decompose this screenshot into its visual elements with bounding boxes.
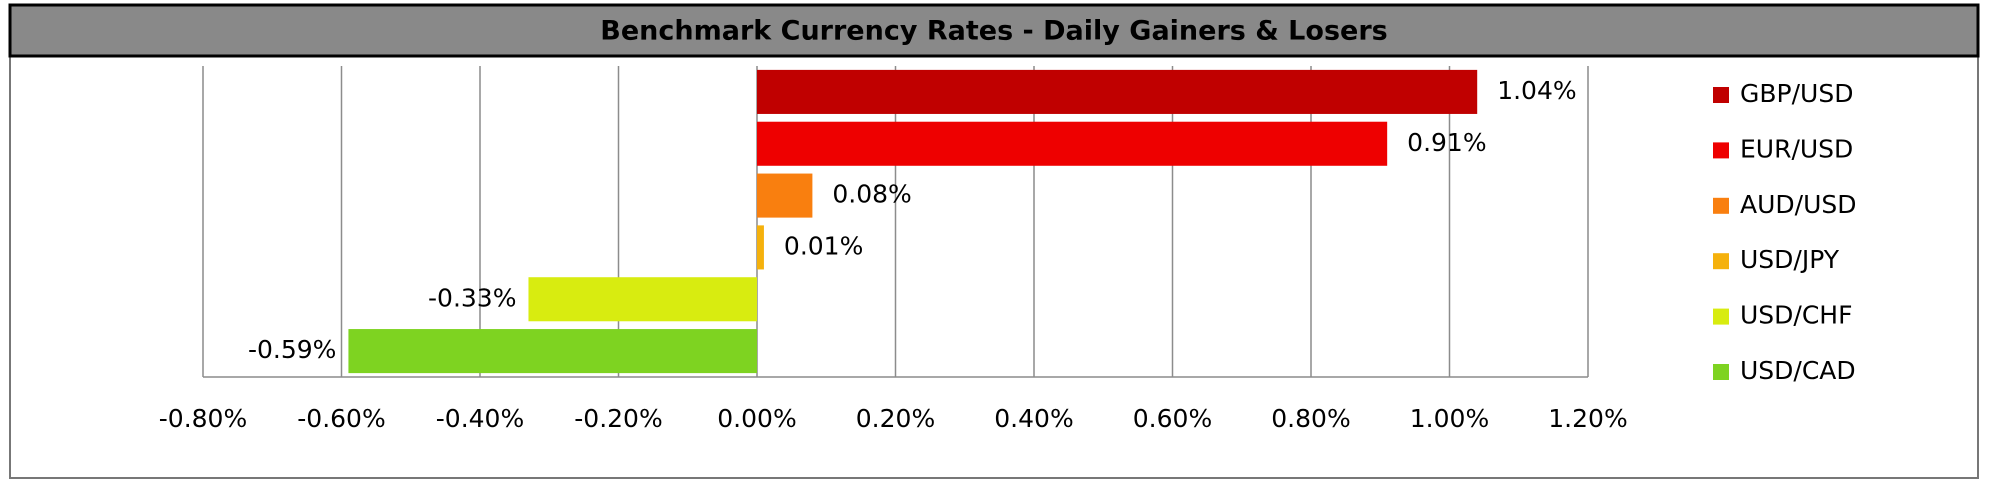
bar	[528, 277, 757, 322]
data-label: -0.59%	[248, 335, 336, 364]
x-tick-label: 1.00%	[1410, 404, 1489, 433]
x-tick-label: -0.80%	[159, 404, 247, 433]
x-tick-label: 0.60%	[1133, 404, 1212, 433]
data-label: 0.01%	[784, 231, 863, 260]
legend-label: EUR/USD	[1740, 134, 1853, 163]
legend-swatch	[1713, 364, 1729, 380]
bar	[757, 69, 1478, 114]
x-tick-label: 0.40%	[994, 404, 1073, 433]
legend-swatch	[1713, 253, 1729, 270]
legend-swatch	[1713, 308, 1729, 325]
legend-label: GBP/USD	[1740, 79, 1853, 108]
x-tick-label: -0.40%	[436, 404, 524, 433]
x-tick-label: -0.20%	[574, 404, 662, 433]
data-label: 0.91%	[1407, 128, 1486, 157]
x-tick-label: 0.00%	[717, 404, 796, 433]
legend-swatch	[1713, 142, 1729, 159]
data-label: 0.08%	[832, 180, 911, 209]
legend-swatch	[1713, 87, 1729, 103]
chart-title: Benchmark Currency Rates - Daily Gainers…	[600, 16, 1387, 47]
bar	[348, 329, 757, 374]
data-label: 1.04%	[1497, 76, 1576, 105]
x-tick-label: 0.20%	[856, 404, 935, 433]
bar	[757, 225, 764, 270]
data-label: -0.33%	[428, 283, 516, 312]
legend-label: USD/CAD	[1740, 356, 1856, 385]
legend-label: USD/CHF	[1740, 301, 1852, 330]
x-tick-label: 1.20%	[1548, 404, 1627, 433]
bar	[757, 121, 1388, 166]
x-tick-label: -0.60%	[297, 404, 385, 433]
title-bar	[8, 3, 1980, 58]
legend-label: USD/JPY	[1740, 245, 1840, 274]
x-tick-label: 0.80%	[1271, 404, 1350, 433]
legend-label: AUD/USD	[1740, 190, 1857, 219]
legend-swatch	[1713, 197, 1729, 214]
bar	[757, 173, 813, 218]
